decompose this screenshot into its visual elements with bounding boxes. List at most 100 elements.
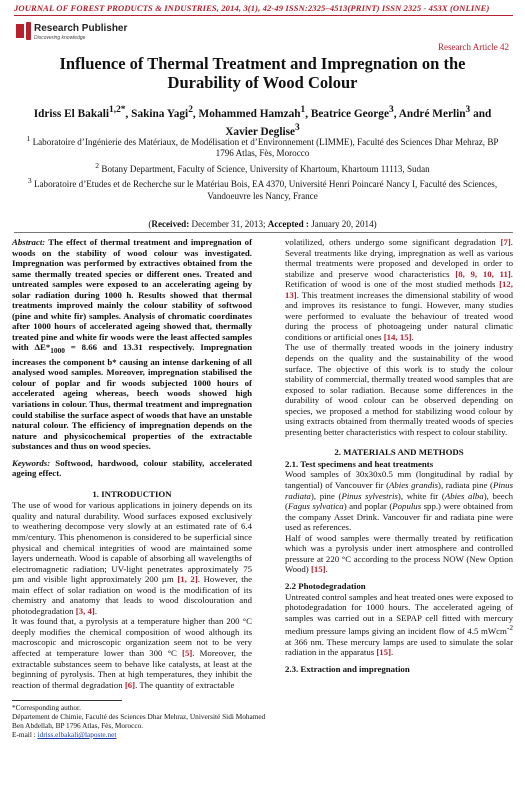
publisher-tagline: Discovering knowledge <box>34 35 86 41</box>
species-name: Pinus radiata <box>285 480 513 501</box>
affiliation-sup: 3 <box>27 176 32 186</box>
right-column: volatilized, others undergo some signifi… <box>285 237 513 674</box>
citation-link[interactable]: [8, 9, 10, 11] <box>455 268 511 279</box>
paragraph: Untreated control samples and heat treat… <box>285 592 513 658</box>
citation-link[interactable]: [15] <box>376 647 392 658</box>
text: . <box>94 605 98 616</box>
footnote-address: Département de Chimie, Faculté des Scien… <box>12 712 266 730</box>
text: . Retification of wood is one of the mos… <box>285 268 513 290</box>
paragraph: Wood samples of 30x30x0.5 mm (longitudin… <box>285 469 513 532</box>
email-link[interactable]: idriss.elbakali@laposte.net <box>37 730 117 739</box>
text: spp.) were obtained from the company Ass… <box>285 501 513 533</box>
author-name: , Sakina Yagi <box>125 107 189 120</box>
subsection-heading: 2.3. Extraction and impregnation <box>285 663 410 674</box>
citation-link[interactable]: [1, 2] <box>177 574 198 585</box>
dates-line: (Received: December 31, 2013; Accepted :… <box>148 219 377 229</box>
citation-link[interactable]: [14, 15] <box>383 331 412 342</box>
affiliation-sup: 2 <box>95 160 100 170</box>
paragraph: Half of wood samples were thermally trea… <box>285 533 513 575</box>
citation-link[interactable]: [12, 13] <box>285 279 513 300</box>
citation-link[interactable]: [5] <box>182 647 193 658</box>
species-name: Pinus sylvestris <box>341 490 398 501</box>
citation-link[interactable]: [15] <box>310 564 326 575</box>
article-type-label: Research Article 42 <box>438 42 509 52</box>
text: Half of wood samples were thermally trea… <box>285 532 513 575</box>
publisher-logo: Research Publisher Discovering knowledge <box>16 20 127 46</box>
paragraph: The use of wood for various applications… <box>12 500 252 616</box>
text: ), radiata pine ( <box>438 480 493 491</box>
abstract: Abstract: The effect of thermal treatmen… <box>12 237 252 452</box>
accepted-date: January 20, 2014 <box>308 219 374 229</box>
section-heading-materials-methods: 2. MATERIALS AND METHODS <box>334 447 464 458</box>
citation-link[interactable]: [3, 4] <box>75 605 95 616</box>
keywords-label: Keywords: <box>12 457 51 468</box>
abstract-label: Abstract: <box>12 237 46 247</box>
text: ), beech ( <box>285 490 513 512</box>
text: at 366 nm. These mercury lamps are used … <box>285 636 513 658</box>
affiliation-text: Laboratoire d’Ingénierie des Matériaux, … <box>32 137 499 159</box>
author-affil-sup: 1,2* <box>109 105 126 115</box>
abstract-subscript: 1000 <box>50 346 65 356</box>
author-affil-sup: 3 <box>295 123 300 134</box>
text: The use of wood for various applications… <box>12 500 252 585</box>
author-name: , Beatrice George <box>305 107 389 120</box>
text: . Moreover, the extractable substances s… <box>12 647 252 690</box>
left-column: Abstract: The effect of thermal treatmen… <box>12 237 252 690</box>
author-affil-sup: 2 <box>188 105 193 115</box>
text: . The quantity of extractable <box>135 679 235 690</box>
publisher-name: Research Publisher <box>34 23 128 34</box>
received-date: December 31, 2013; <box>189 219 268 229</box>
author-name: , André Merlin <box>393 107 466 120</box>
text: . <box>325 564 328 575</box>
text: Untreated control samples and heat treat… <box>285 591 513 637</box>
citation-link[interactable]: [7] <box>500 237 511 247</box>
superscript: -2 <box>506 623 513 633</box>
citation-link[interactable]: [6] <box>124 679 136 690</box>
affiliation: 3 Laboratoire d’Etudes et de Recherche s… <box>26 175 499 202</box>
text: volatilized, others undergo some signifi… <box>285 237 501 247</box>
subsection-heading: 2.2 Photodegradation <box>285 580 366 591</box>
paragraph: It was found that, a pyrolysis at a temp… <box>12 616 252 690</box>
paragraph: The use of thermally treated woods in th… <box>285 342 513 437</box>
affiliation-text: Botany Department, Faculty of Science, U… <box>101 163 430 174</box>
section-divider <box>14 232 513 233</box>
author-list: Idriss El Bakali1,2*, Sakina Yagi2, Moha… <box>24 103 501 140</box>
abstract-text: = 8.66 and 13.31 respectively. Impregnat… <box>12 342 252 452</box>
affiliations: 1 Laboratoire d’Ingénierie des Matériaux… <box>26 133 499 202</box>
footnote-rule <box>12 700 122 701</box>
species-name: Abies alba <box>444 490 484 501</box>
species-name: Fagus sylvatica <box>287 501 344 512</box>
species-name: Populus <box>392 501 422 512</box>
paper-title: Influence of Thermal Treatment and Impre… <box>59 54 466 92</box>
subsection-heading: 2.1. Test specimens and heat treatments <box>285 458 434 469</box>
received-label: Received: <box>151 219 190 229</box>
journal-header: JOURNAL OF FOREST PRODUCTS & INDUSTRIES,… <box>14 3 490 13</box>
abstract-text: The effect of thermal treatment and impr… <box>12 237 252 353</box>
text: . However, the main effect of solar radi… <box>12 574 252 616</box>
footnote-email-line: E-mail : idriss.elbakali@laposte.net <box>12 730 268 739</box>
text: . <box>411 331 414 342</box>
author-name: , Mohammed Hamzah <box>192 107 301 120</box>
species-name: Abies grandis <box>389 480 439 491</box>
logo-mark-bar-icon <box>26 22 31 40</box>
author-affil-sup: 1 <box>300 105 306 115</box>
text: . This treatment increases the dimension… <box>285 289 513 342</box>
logo-mark-icon <box>16 24 24 38</box>
affiliation: 1 Laboratoire d’Ingénierie des Matériaux… <box>26 133 499 160</box>
paragraph: volatilized, others undergo some signifi… <box>285 237 513 342</box>
author-name: Idriss El Bakali <box>33 107 110 120</box>
footnote-corresponding: *Corresponding author. <box>12 703 81 712</box>
text: ), pine ( <box>310 490 342 501</box>
text: Wood samples of 30x30x0.5 mm (longitudin… <box>285 469 513 491</box>
footnote: *Corresponding author. Département de Ch… <box>12 703 268 739</box>
affiliation-text: Laboratoire d’Etudes et de Recherche sur… <box>33 179 498 201</box>
text: ) and poplar ( <box>343 501 393 512</box>
affiliation: 2 Botany Department, Faculty of Science,… <box>26 160 499 175</box>
affiliation-sup: 1 <box>26 134 31 143</box>
text: . Several treatments like drying, impreg… <box>285 237 513 279</box>
author-name: and Xavier Deglise <box>225 107 492 139</box>
section-heading-introduction: 1. INTRODUCTION <box>92 488 172 499</box>
text: . <box>391 647 394 658</box>
email-label: E-mail : <box>12 730 38 739</box>
keywords-text: Softwood, hardwood, colour stability, ac… <box>12 457 252 479</box>
